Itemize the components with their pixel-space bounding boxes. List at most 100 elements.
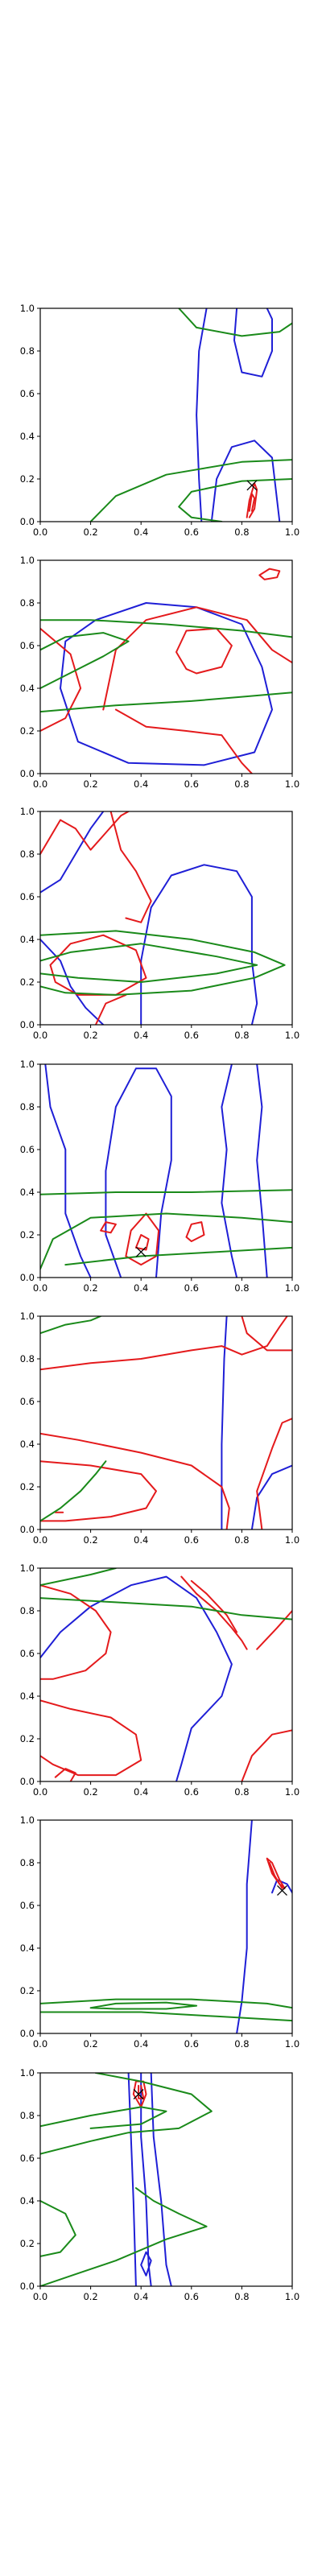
red-contour-line [175, 627, 233, 675]
x-tick-label: 0.8 [234, 1030, 249, 1041]
red-contour-line [138, 2084, 145, 2099]
blue-contour-line [127, 2073, 137, 2286]
green-contour-line [40, 632, 130, 689]
x-tick-label: 0.2 [83, 526, 97, 538]
x-marker [277, 1885, 287, 1896]
green-contour-line [40, 619, 292, 638]
y-tick-label: 0.0 [20, 516, 35, 527]
x-tick-label: 1.0 [285, 778, 299, 790]
y-tick-label: 1.0 [20, 1311, 35, 1322]
plot-area [40, 1820, 292, 2033]
x-tick-label: 0.6 [184, 778, 199, 790]
y-tick-label: 0.4 [20, 1690, 35, 1702]
y-tick-label: 0.8 [20, 597, 35, 609]
y-tick-label: 0.8 [20, 1101, 35, 1113]
red-contour-line [241, 1729, 292, 1781]
x-tick-label: 0.8 [234, 2038, 249, 2050]
y-tick-label: 0.2 [20, 1985, 35, 1996]
y-tick-label: 1.0 [20, 1814, 35, 1826]
y-tick-label: 0.4 [20, 2195, 35, 2207]
green-contour-line [40, 691, 292, 713]
y-tick-label: 0.6 [20, 1648, 35, 1659]
red-contour-line [125, 1212, 160, 1266]
axes-frame [39, 1063, 293, 1278]
x-tick-label: 0.0 [33, 1534, 47, 1546]
subplot-panels: 0.0 0.2 0.4 0.6 0.8 1.00.00.20.40.60.81.00.0 0… [20, 303, 299, 2302]
plot-area [40, 811, 286, 1025]
x-tick-label: 0.6 [184, 1786, 199, 1798]
x-tick-label: 0.4 [134, 1534, 148, 1546]
y-tick-label: 0.4 [20, 683, 35, 694]
red-contour-line [180, 1575, 248, 1650]
x-tick-label: 0.2 [83, 1534, 97, 1546]
green-contour-line [40, 1597, 292, 1620]
x-tick-label: 1.0 [285, 1282, 299, 1294]
axes-frame [39, 308, 293, 522]
x-tick-label: 0.4 [134, 1030, 148, 1041]
x-tick-label: 1.0 [285, 1534, 299, 1546]
green-contour-line [40, 1316, 102, 1335]
axes-frame [39, 1819, 293, 2034]
red-contour-line [40, 1584, 112, 1680]
y-tick-label: 0.0 [20, 1776, 35, 1787]
red-contour-line [190, 1579, 238, 1633]
blue-contour-line [250, 1464, 292, 1530]
red-contour-line [132, 2080, 147, 2108]
y-tick-label: 0.4 [20, 1942, 35, 1954]
x-tick-label: 1.0 [285, 1786, 299, 1798]
plot-area [40, 568, 292, 774]
y-tick-label: 0.6 [20, 1900, 35, 1911]
blue-contour-line [196, 308, 208, 522]
blue-contour-line [40, 1575, 233, 1781]
x-tick-label: 0.0 [33, 778, 47, 790]
green-contour-line [40, 930, 286, 996]
x-tick-label: 0.2 [83, 2038, 97, 2050]
x-tick-label: 0.4 [134, 778, 148, 790]
y-tick-label: 0.2 [20, 2238, 35, 2249]
y-tick-label: 0.6 [20, 2153, 35, 2164]
green-contour-line [178, 308, 292, 337]
green-contour-line [40, 2073, 213, 2155]
x-tick-label: 1.0 [285, 1030, 299, 1041]
green-contour-line [178, 478, 292, 522]
y-tick-label: 0.0 [20, 1524, 35, 1535]
x-tick-label: 0.4 [134, 2291, 148, 2302]
red-contour-line [268, 1862, 283, 1889]
green-contour-line [40, 1998, 292, 2009]
y-tick-label: 0.0 [20, 1019, 35, 1030]
y-tick-label: 1.0 [20, 1563, 35, 1574]
red-contour-line [40, 1432, 230, 1530]
blue-contour-line [40, 811, 105, 894]
subplot-1: 0.0 0.2 0.4 0.6 0.8 1.0 0.0 0.2 0.4 0.6 0.8 1.0 [20, 303, 299, 538]
red-contour-line [256, 1418, 292, 1530]
green-contour-line [40, 2200, 76, 2257]
red-contour-line [94, 993, 127, 1025]
green-contour-line [40, 1460, 107, 1522]
red-contour-line [258, 568, 281, 580]
green-contour-line [40, 943, 258, 983]
y-tick-label: 0.8 [20, 2110, 35, 2121]
x-tick-label: 0.6 [184, 2291, 199, 2302]
green-contour-line [89, 2001, 198, 2010]
green-contour-line [40, 1212, 292, 1270]
x-tick-label: 0.2 [83, 1282, 97, 1294]
red-contour-line [109, 811, 152, 923]
x-tick-label: 1.0 [285, 526, 299, 538]
plot-area [40, 1316, 292, 1530]
blue-contour-line [271, 1879, 292, 1894]
blue-contour-line [256, 1064, 268, 1278]
subplot-8: 0.0 0.2 0.4 0.6 0.8 1.0 0.0 0.2 0.4 0.6 0.8 1.0 [20, 2067, 299, 2302]
x-tick-label: 0.4 [134, 526, 148, 538]
blue-contour-line [210, 440, 281, 522]
x-tick-label: 0.6 [184, 526, 199, 538]
plot-area [40, 1064, 292, 1278]
subplot-2: 0.0 0.2 0.4 0.6 0.8 1.0 0.0 0.2 0.4 0.6 0.8 1.0 [20, 555, 299, 790]
x-tick-label: 0.6 [184, 2038, 199, 2050]
x-tick-label: 0.0 [33, 2291, 47, 2302]
y-tick-label: 0.4 [20, 1187, 35, 1198]
y-tick-label: 0.4 [20, 934, 35, 945]
x-tick-label: 0.4 [134, 2038, 148, 2050]
y-tick-label: 0.2 [20, 473, 35, 485]
y-tick-label: 1.0 [20, 1059, 35, 1070]
